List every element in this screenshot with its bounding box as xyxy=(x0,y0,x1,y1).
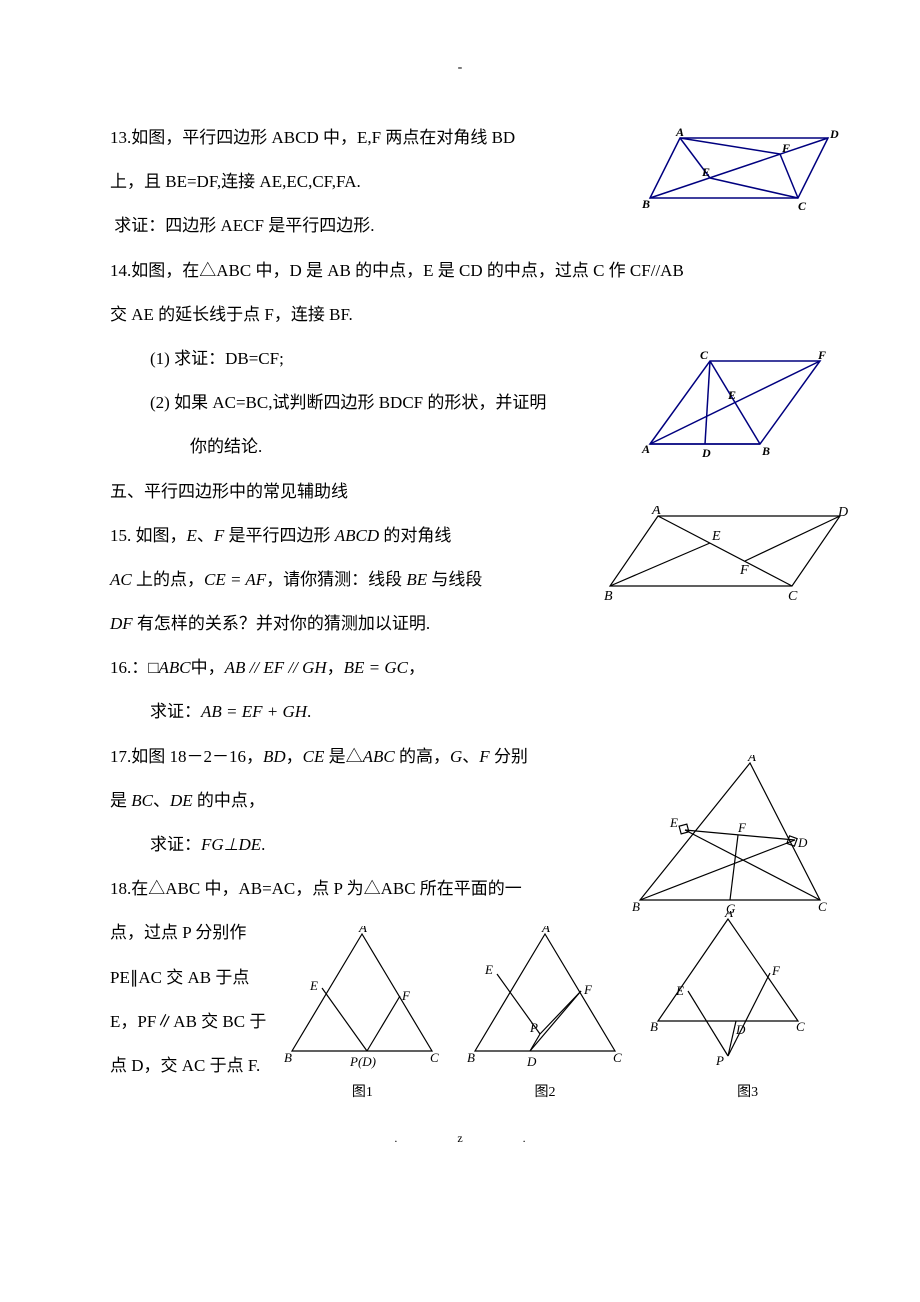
label-A: A xyxy=(641,442,650,456)
label-F: F xyxy=(817,349,826,362)
p16-line2: 求证：AB = EF + GH. xyxy=(110,690,810,734)
page-root: - 13.如图，平行四边形 ABCD 中，E,F 两点在对角线 BD 上，且 B… xyxy=(0,0,920,1186)
svg-text:B: B xyxy=(650,1019,658,1034)
svg-text:P: P xyxy=(715,1053,724,1068)
p16-line1: 16.：□ABC中，AB // EF // GH，BE = GC， xyxy=(110,646,810,690)
label-E: E xyxy=(669,815,678,830)
label-F: F xyxy=(781,141,790,155)
svg-text:E: E xyxy=(484,962,493,977)
label-B: B xyxy=(761,444,770,458)
svg-text:F: F xyxy=(401,988,411,1003)
p18-line1: 18.在△ABC 中，AB=AC，点 P 为△ABC 所在平面的一 xyxy=(110,867,810,911)
label-D: D xyxy=(837,506,848,520)
label-A: A xyxy=(651,506,661,518)
fig3-caption: 图3 xyxy=(648,1081,808,1101)
label-B: B xyxy=(604,589,613,604)
label-C: C xyxy=(700,349,709,362)
p15-figure: A D B C E F xyxy=(600,506,850,611)
p18-fig2: A B C E F D P 图2 xyxy=(465,926,625,1101)
label-C: C xyxy=(798,199,807,213)
label-F: F xyxy=(737,820,747,835)
fig1-caption: 图1 xyxy=(282,1081,442,1101)
problem-15: 15. 如图，E、F 是平行四边形 ABCD 的对角线 AC 上的点，CE = … xyxy=(110,514,810,647)
svg-text:B: B xyxy=(467,1050,475,1065)
p18-line3: PE∥AC 交 AB 于点 xyxy=(110,956,280,1000)
svg-text:A: A xyxy=(541,926,550,935)
label-E: E xyxy=(711,529,721,544)
footer: .z. xyxy=(110,1131,810,1146)
svg-text:C: C xyxy=(430,1050,439,1065)
svg-text:F: F xyxy=(583,982,593,997)
svg-text:P(D): P(D) xyxy=(349,1054,376,1069)
svg-text:E: E xyxy=(675,983,684,998)
label-E: E xyxy=(701,165,710,179)
p18-line5: 点 D，交 AC 于点 F. xyxy=(110,1044,280,1088)
p14-figure: A C F B D E xyxy=(640,349,830,464)
p13-figure: A D B C E F xyxy=(640,126,840,221)
p18-line2: 点，过点 P 分别作 xyxy=(110,911,280,955)
svg-text:C: C xyxy=(796,1019,805,1034)
problem-14: 14.如图，在△ABC 中，D 是 AB 的中点，E 是 CD 的中点，过点 C… xyxy=(110,249,810,470)
svg-text:E: E xyxy=(309,978,318,993)
svg-text:F: F xyxy=(771,963,781,978)
footer-left: . xyxy=(394,1131,457,1145)
fig2-caption: 图2 xyxy=(465,1081,625,1101)
footer-right: z. xyxy=(457,1131,585,1145)
problem-13: 13.如图，平行四边形 ABCD 中，E,F 两点在对角线 BD 上，且 BE=… xyxy=(110,116,810,249)
p13-line3-text: 求证：四边形 AECF 是平行四边形. xyxy=(114,216,374,235)
p14-line2: 交 AE 的延长线于点 F，连接 BF. xyxy=(110,293,810,337)
label-D: D xyxy=(797,835,808,850)
label-E: E xyxy=(727,388,736,402)
label-B: B xyxy=(641,197,650,211)
label-C: C xyxy=(818,899,827,914)
p14-line1: 14.如图，在△ABC 中，D 是 AB 的中点，E 是 CD 的中点，过点 C… xyxy=(110,249,810,293)
label-A: A xyxy=(675,126,684,139)
p18-fig1: A B C E F P(D) 图1 xyxy=(282,926,442,1101)
svg-text:A: A xyxy=(724,911,733,920)
problem-18: 18.在△ABC 中，AB=AC，点 P 为△ABC 所在平面的一 点，过点 P… xyxy=(110,867,810,1101)
problem-16: 16.：□ABC中，AB // EF // GH，BE = GC， 求证：AB … xyxy=(110,646,810,734)
label-D: D xyxy=(829,127,839,141)
svg-text:D: D xyxy=(735,1022,746,1037)
label-D: D xyxy=(701,446,711,459)
p18-figures: A B C E F P(D) 图1 xyxy=(280,911,810,1101)
label-C: C xyxy=(788,589,798,604)
svg-text:A: A xyxy=(358,926,367,935)
problem-17: 17.如图 18－2－16，BD，CE 是△ABC 的高，G、F 分别 是 BC… xyxy=(110,735,810,868)
label-F: F xyxy=(739,563,749,578)
svg-text:P: P xyxy=(529,1020,538,1035)
label-A: A xyxy=(747,755,756,764)
p18-fig3: A B C E F D P 图3 xyxy=(648,911,808,1101)
header-dash: - xyxy=(110,60,810,76)
p18-line4: E，PF∥AB 交 BC 于 xyxy=(110,1000,280,1044)
svg-text:B: B xyxy=(284,1050,292,1065)
svg-text:C: C xyxy=(613,1050,622,1065)
svg-text:D: D xyxy=(526,1054,537,1069)
